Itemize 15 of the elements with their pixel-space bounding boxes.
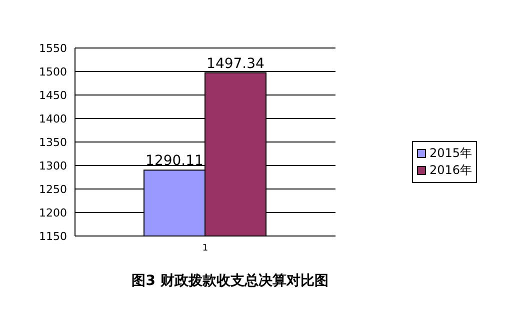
y-tick-label: 1350 — [39, 136, 67, 149]
data-label: 1290.11 — [146, 153, 204, 170]
y-tick-label: 1550 — [39, 42, 67, 55]
text: 图3 财政拨款收支总决算对比图 — [130, 272, 330, 290]
y-tick-label: 1450 — [39, 88, 67, 102]
y-tick-label: 1500 — [39, 65, 67, 78]
data-label: 1497.34 — [206, 56, 265, 72]
y-tick-label: 1400 — [39, 112, 67, 126]
y-tick-label: 1150 — [39, 230, 67, 243]
legend-label: 2016年 — [429, 162, 472, 178]
y-tick-label: 1300 — [39, 159, 67, 172]
y-tick-label: 1250 — [39, 182, 67, 196]
legend-label: 2015年 — [429, 144, 472, 162]
y-tick-label: 1200 — [39, 206, 67, 220]
x-tick-label: 1 — [202, 243, 208, 254]
